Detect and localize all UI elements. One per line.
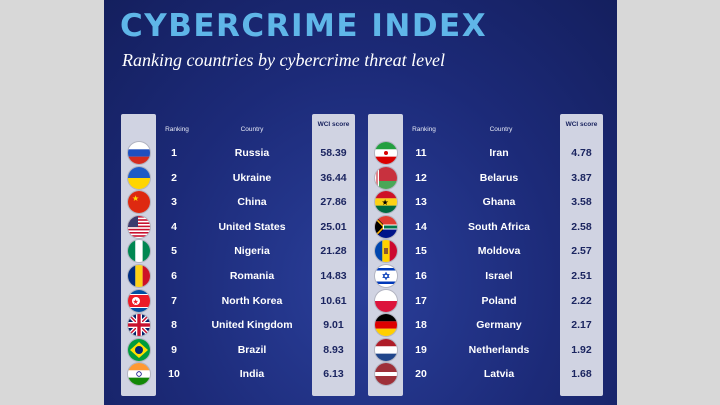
country-cell: United States (218, 220, 286, 233)
score-cell: 1.92 (571, 343, 592, 356)
russia-flag-icon (128, 142, 150, 164)
header-country-right: Country (489, 126, 513, 133)
rank-cell: 15 (415, 245, 427, 258)
romania-flag-icon (128, 265, 150, 287)
score-column-right (560, 114, 603, 396)
infographic-panel: CYBERCRIME INDEX Ranking countries by cy… (104, 0, 617, 405)
country-cell: Ukraine (232, 171, 272, 184)
country-cell: North Korea (221, 294, 283, 307)
iran-flag-icon (375, 142, 397, 164)
rank-cell: 12 (415, 171, 427, 184)
ukraine-flag-icon (128, 166, 150, 189)
moldova-flag-icon (375, 240, 397, 263)
svg-text:★: ★ (132, 194, 139, 203)
score-cell: 9.01 (323, 319, 344, 332)
score-cell: 2.22 (571, 294, 592, 307)
rank-cell: 11 (415, 147, 427, 159)
score-cell: 10.61 (320, 294, 347, 307)
chart-title: CYBERCRIME INDEX (120, 8, 488, 44)
country-cell: Poland (481, 294, 517, 307)
country-cell: South Africa (467, 220, 531, 233)
china-flag-icon: ★ (128, 191, 150, 214)
rank-cell: 17 (415, 294, 427, 307)
netherlands-flag-icon (375, 338, 397, 361)
score-cell: 27.86 (320, 196, 347, 209)
rank-cell: 8 (171, 319, 177, 332)
header-ranking-left: Ranking (165, 126, 189, 133)
score-cell: 58.39 (320, 147, 347, 159)
country-cell: Germany (476, 319, 522, 332)
score-cell: 1.68 (571, 368, 592, 381)
rank-cell: 10 (168, 368, 180, 381)
score-cell: 25.01 (320, 220, 347, 233)
rank-cell: 16 (415, 270, 427, 282)
south-africa-flag-icon (375, 215, 397, 238)
country-cell: Belarus (479, 171, 519, 184)
rank-cell: 20 (415, 368, 427, 381)
country-cell: China (237, 196, 267, 209)
country-cell: Moldova (477, 245, 521, 258)
header-score-right: WCI score (565, 121, 598, 128)
svg-text:★: ★ (133, 298, 139, 306)
score-cell: 8.93 (323, 343, 344, 356)
country-cell: Romania (229, 270, 275, 282)
rank-cell: 9 (171, 343, 177, 356)
header-country-left: Country (240, 126, 264, 133)
rank-cell: 14 (415, 220, 427, 233)
belarus-flag-icon (375, 166, 397, 189)
usa-flag-icon (128, 215, 150, 238)
country-cell: India (239, 368, 265, 381)
country-cell: Nigeria (234, 245, 270, 258)
rank-cell: 13 (415, 196, 427, 209)
rank-cell: 2 (171, 171, 177, 184)
brazil-flag-icon (128, 338, 150, 361)
rank-cell: 7 (171, 294, 177, 307)
svg-text:★: ★ (382, 198, 389, 207)
rank-cell: 5 (171, 245, 177, 258)
rank-cell: 18 (415, 319, 427, 332)
score-cell: 2.51 (571, 270, 592, 282)
score-cell: 2.17 (571, 319, 592, 332)
rank-cell: 4 (171, 220, 177, 233)
right-margin (617, 0, 720, 405)
india-flag-icon (128, 363, 150, 386)
score-cell: 2.58 (571, 220, 592, 233)
score-cell: 14.83 (320, 270, 347, 282)
country-cell: Netherlands (468, 343, 530, 356)
left-margin (0, 0, 104, 405)
score-cell: 3.87 (571, 171, 592, 184)
score-cell: 21.28 (320, 245, 347, 258)
score-column-left (312, 114, 355, 396)
rank-cell: 6 (171, 270, 177, 282)
country-cell: Iran (489, 147, 509, 159)
rank-cell: 3 (171, 196, 177, 209)
score-cell: 4.78 (571, 147, 592, 159)
rank-cell: 19 (415, 343, 427, 356)
germany-flag-icon (375, 314, 397, 337)
header-ranking-right: Ranking (412, 126, 436, 133)
country-cell: United Kingdom (211, 319, 293, 332)
rank-cell: 1 (171, 147, 177, 159)
ghana-flag-icon: ★ (375, 191, 397, 214)
score-cell: 3.58 (571, 196, 592, 209)
israel-flag-icon (375, 265, 397, 287)
score-cell: 2.57 (571, 245, 592, 258)
latvia-flag-icon (375, 363, 397, 386)
country-cell: Israel (485, 270, 513, 282)
country-cell: Ghana (482, 196, 516, 209)
header-score-left: WCI score (317, 121, 350, 128)
country-cell: Latvia (483, 368, 515, 381)
score-cell: 6.13 (323, 368, 344, 381)
north-korea-flag-icon: ★ (128, 289, 150, 312)
score-cell: 36.44 (320, 171, 347, 184)
country-cell: Russia (234, 147, 270, 159)
chart-subtitle: Ranking countries by cybercrime threat l… (122, 50, 446, 70)
country-cell: Brazil (237, 343, 267, 356)
poland-flag-icon (375, 289, 397, 312)
nigeria-flag-icon (128, 240, 150, 263)
